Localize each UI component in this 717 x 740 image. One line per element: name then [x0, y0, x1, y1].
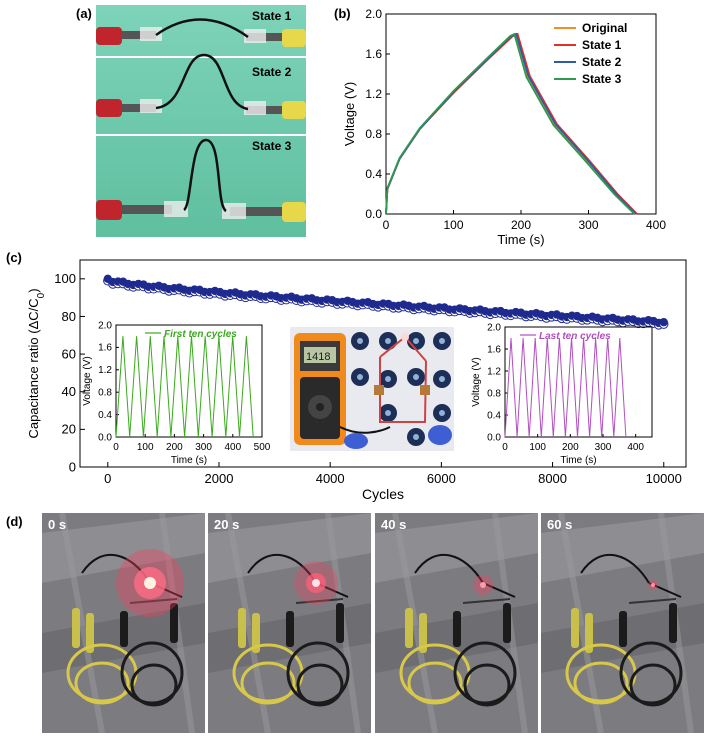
panel-a-photo: State 1 State 2 State 3 — [96, 5, 306, 237]
x-axis-label: Time (s) — [171, 455, 207, 466]
state-2-label: State 2 — [252, 65, 292, 79]
panel-a-illustration — [96, 5, 306, 237]
y-tick-label: 100 — [54, 271, 76, 286]
y-tick-label: 60 — [62, 346, 76, 361]
y-tick-label: 1.2 — [365, 87, 382, 101]
x-tick-label: 300 — [578, 218, 598, 232]
x-tick-label: 0 — [104, 471, 111, 486]
x-tick-label: 4000 — [316, 471, 345, 486]
y-tick-label: 1.2 — [487, 366, 501, 377]
state-3-label: State 3 — [252, 139, 292, 153]
panel-b-chart: 0 100 200 300 400 0.0 0.4 0.8 1.2 1.6 2.0 Time (s) V… — [342, 7, 666, 247]
y-tick-label: 1.6 — [98, 343, 112, 354]
frame-time-label: 40 s — [381, 517, 407, 532]
led-glow — [144, 577, 156, 589]
frame-20s: 20 s — [208, 513, 371, 733]
data-point — [659, 317, 668, 327]
state-1-label: State 1 — [252, 9, 292, 23]
y-axis-label: Capacitance ratio (ΔC/C0) — [26, 288, 47, 438]
clip-left-1 — [96, 27, 122, 45]
x-axis-label: Cycles — [362, 486, 404, 502]
frame-time-label: 60 s — [547, 517, 573, 532]
frame-0s: 0 s — [42, 513, 205, 733]
series-line-state-3 — [385, 32, 636, 215]
clip-right-1 — [282, 29, 306, 47]
y-tick-label: 0.8 — [365, 127, 382, 141]
inset-y-axis-label: Voltage (V) — [471, 357, 482, 406]
y-tick-label: 0.0 — [98, 432, 112, 443]
y-tick-label: 0.0 — [487, 432, 501, 443]
panel-c-label: (c) — [6, 250, 22, 265]
legend-label: State 2 — [582, 55, 622, 69]
x-tick-label: 500 — [254, 442, 271, 453]
y-tick-label: 0.8 — [487, 388, 501, 399]
frame-40s: 40 s — [375, 513, 538, 733]
fiber-state-2 — [155, 53, 249, 111]
x-tick-label: 100 — [137, 442, 154, 453]
led-glow — [480, 582, 486, 588]
x-tick-label: 6000 — [427, 471, 456, 486]
y-tick-label: 0.8 — [98, 388, 112, 399]
x-tick-label: 0 — [113, 442, 119, 453]
y-tick-label: 20 — [62, 422, 76, 437]
y-tick-label: 40 — [62, 384, 76, 399]
x-tick-label: 400 — [627, 442, 644, 453]
y-tick-label: 2.0 — [365, 7, 382, 21]
x-axis-label: Time (s) — [497, 232, 544, 247]
x-tick-label: 100 — [529, 442, 546, 453]
panel-d-label: (d) — [6, 514, 23, 529]
frame-time-label: 20 s — [214, 517, 240, 532]
led-glow — [651, 583, 655, 587]
panel-b-label: (b) — [334, 6, 351, 21]
x-axis-label: Time (s) — [560, 455, 596, 466]
inset-gcd-line — [504, 337, 627, 438]
y-tick-label: 2.0 — [487, 322, 501, 333]
y-tick-label: 1.6 — [365, 47, 382, 61]
y-tick-label: 0.0 — [365, 207, 382, 221]
legend-label: Original — [582, 21, 627, 35]
led-glow — [312, 579, 320, 587]
plot-frame — [504, 326, 653, 438]
frame-time-label: 0 s — [48, 517, 67, 532]
x-tick-label: 400 — [224, 442, 241, 453]
panel-c-chart: 0 2000 4000 6000 8000 10000020406080100Cycles… — [26, 259, 687, 502]
y-axis-label: Voltage (V) — [342, 82, 357, 146]
svg-text:1418: 1418 — [306, 351, 330, 363]
x-tick-label: 100 — [443, 218, 463, 232]
x-tick-label: 8000 — [538, 471, 567, 486]
y-tick-label: 0.4 — [487, 410, 501, 421]
x-tick-label: 0 — [502, 442, 508, 453]
x-tick-label: 300 — [195, 442, 212, 453]
x-tick-label: 200 — [511, 218, 531, 232]
plot-frame — [79, 259, 687, 468]
inset-legend-label: First ten cycles — [164, 329, 237, 340]
y-tick-label: 0.4 — [98, 410, 112, 421]
x-tick-label: 200 — [562, 442, 579, 453]
legend-label: State 3 — [582, 72, 622, 86]
y-tick-label: 80 — [62, 309, 76, 324]
y-tick-label: 1.6 — [487, 344, 501, 355]
inset-gcd-line — [115, 336, 254, 438]
x-tick-label: 2000 — [205, 471, 234, 486]
plot-frame — [115, 324, 263, 438]
panel-a-label: (a) — [76, 6, 92, 21]
inset-legend-label: Last ten cycles — [539, 331, 611, 342]
x-tick-label: 200 — [166, 442, 183, 453]
legend-label: State 1 — [582, 38, 622, 52]
fiber-state-3 — [182, 138, 227, 213]
panel-c-photo: 1418 — [290, 327, 454, 451]
x-tick-label: 400 — [646, 218, 666, 232]
y-tick-label: 1.2 — [98, 365, 112, 376]
y-tick-label: 2.0 — [98, 320, 112, 331]
x-tick-label: 10000 — [646, 471, 682, 486]
frame-60s: 60 s — [541, 513, 704, 733]
y-tick-label: 0 — [69, 459, 76, 474]
inset-y-axis-label: Voltage (V) — [82, 356, 93, 405]
fiber-state-1 — [155, 18, 249, 39]
x-tick-label: 300 — [595, 442, 612, 453]
y-tick-label: 0.4 — [365, 167, 382, 181]
x-tick-label: 0 — [383, 218, 390, 232]
